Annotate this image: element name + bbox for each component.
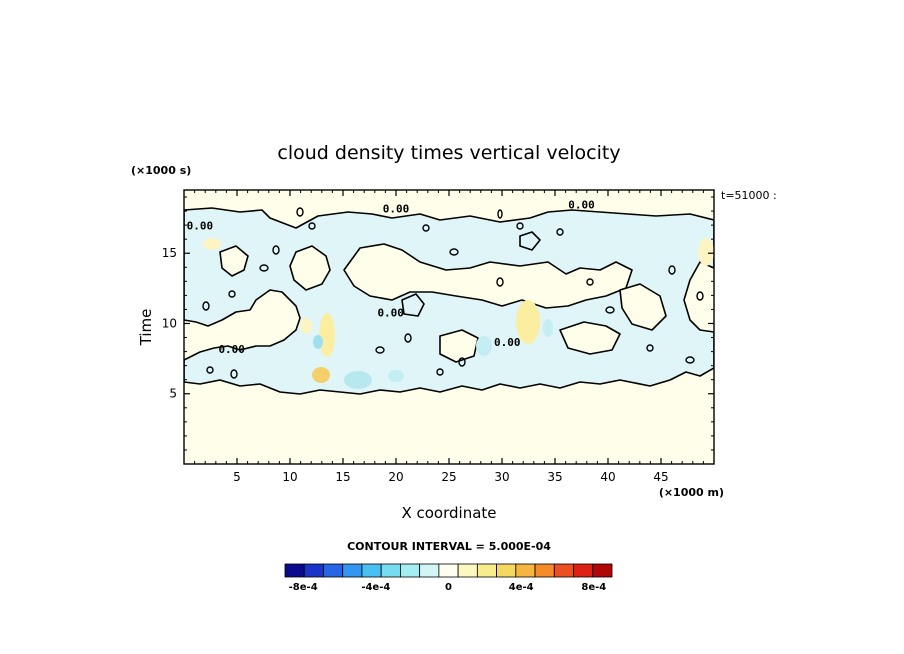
negative-blob: [344, 371, 372, 389]
colorbar-swatch: [323, 563, 344, 578]
y-tick-label: 10: [162, 316, 177, 330]
y-axis-title: Time: [137, 309, 155, 347]
positive-blob: [698, 238, 714, 266]
negative-blob: [313, 335, 323, 349]
x-tick-label: 45: [653, 470, 668, 484]
colorbar-swatch: [380, 563, 401, 578]
colorbar-tick-label: -8e-4: [289, 582, 318, 593]
positive-blob: [319, 313, 335, 357]
contour-label: 0.00: [568, 198, 595, 211]
positive-pocket: [439, 329, 479, 363]
field-layer: [184, 207, 714, 395]
x-tick-label: 35: [547, 470, 562, 484]
colorbar-swatch: [284, 563, 305, 578]
colorbar-swatch: [573, 563, 594, 578]
x-tick-label: 40: [600, 470, 615, 484]
x-tick-label: 25: [441, 470, 456, 484]
colorbar-swatch: [476, 563, 497, 578]
positive-pocket: [219, 245, 249, 277]
colorbar-swatch: [534, 563, 555, 578]
negative-pocket: [401, 293, 425, 317]
colorbar-swatch: [342, 563, 363, 578]
colorbar-swatch: [303, 563, 324, 578]
x-tick-label: 20: [388, 470, 403, 484]
y-tick-label: 15: [162, 246, 177, 260]
colorbar-swatch: [515, 563, 536, 578]
positive-pocket: [289, 245, 331, 291]
negative-pocket: [519, 231, 541, 251]
contour-interval-label: CONTOUR INTERVAL = 5.000E-04: [347, 540, 551, 553]
colorbar-swatch: [419, 563, 440, 578]
colorbar-swatch: [496, 563, 517, 578]
positive-blob: [203, 238, 221, 250]
colorbar-swatch: [592, 563, 613, 578]
x-axis-title: X coordinate: [401, 504, 496, 522]
colorbar-swatch: [438, 563, 459, 578]
x-tick-label: 15: [335, 470, 350, 484]
positive-blob: [516, 300, 540, 344]
negative-blob: [388, 370, 404, 382]
y-axis: 5 10 15: [162, 196, 714, 451]
colorbar-tick-label: 0: [445, 582, 452, 593]
chart-title: cloud density times vertical velocity: [277, 142, 620, 164]
negative-blob: [543, 319, 553, 337]
colorbar: -8e-4 -4e-4 0 4e-4 8e-4: [284, 563, 613, 593]
time-annotation: t=51000 :: [721, 189, 777, 202]
contour-label: 0.00: [377, 306, 404, 319]
contour-label: 0.00: [383, 202, 410, 215]
colorbar-swatch: [361, 563, 382, 578]
positive-pocket: [619, 283, 667, 331]
x-tick-label: 30: [494, 470, 509, 484]
positive-blob: [312, 367, 330, 383]
x-axis: 5 10 15 20 25 30 35 40 45: [194, 190, 704, 484]
x-tick-label: 10: [282, 470, 297, 484]
x-unit-label: (×1000 m): [659, 486, 724, 499]
colorbar-swatch: [400, 563, 421, 578]
colorbar-tick-label: 8e-4: [581, 582, 606, 593]
positive-pocket: [559, 321, 621, 355]
positive-blob: [300, 318, 312, 334]
colorbar-tick-label: 4e-4: [509, 582, 534, 593]
contour-label: 0.00: [218, 343, 245, 356]
colorbar-tick-label: -4e-4: [361, 582, 390, 593]
contour-label: 0.00: [187, 219, 214, 232]
noise-contours: [202, 207, 704, 379]
contour-labels: 0.00 0.00 0.00 0.00 0.00 0.00: [187, 198, 595, 356]
colorbar-swatch: [553, 563, 574, 578]
colorbar-swatch: [457, 563, 478, 578]
x-tick-label: 5: [233, 470, 241, 484]
y-tick-label: 5: [169, 387, 177, 401]
negative-blob: [476, 336, 492, 356]
contour-label: 0.00: [494, 336, 521, 349]
positive-pocket: [343, 243, 633, 309]
y-unit-label: (×1000 s): [131, 164, 191, 177]
